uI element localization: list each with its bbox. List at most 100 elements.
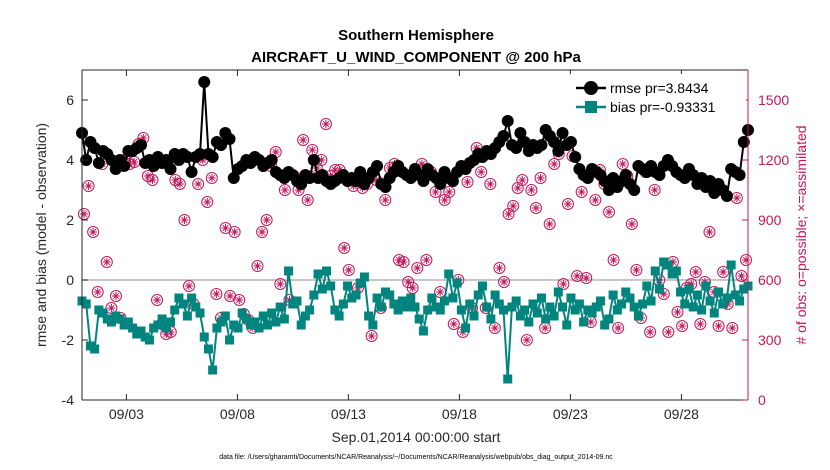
- obs-marker: [694, 318, 707, 330]
- bias-point: [233, 323, 243, 333]
- bias-point: [558, 302, 568, 312]
- obs-marker: [484, 178, 497, 190]
- obs-marker: [210, 288, 223, 300]
- bias-point: [705, 296, 715, 306]
- y-axis-label: rmse and bias (model - observation): [33, 123, 49, 347]
- rmse-point: [379, 181, 392, 193]
- obs-marker: [146, 174, 159, 186]
- obs-possible-circle: [671, 306, 684, 318]
- obs-marker: [228, 226, 241, 238]
- obs-possible-circle: [689, 266, 702, 278]
- obs-assimilated-star: [89, 228, 98, 236]
- obs-possible-circle: [338, 242, 351, 254]
- obs-assimilated-star: [431, 188, 440, 196]
- obs-assimilated-star: [500, 278, 509, 286]
- obs-possible-circle: [87, 226, 100, 238]
- obs-marker: [338, 242, 351, 254]
- obs-assimilated-star: [605, 208, 614, 216]
- y-right-tick-label: 1200: [758, 152, 789, 168]
- plot-area: [82, 70, 748, 400]
- bias-point: [313, 269, 323, 279]
- obs-possible-circle: [543, 218, 556, 230]
- bias-point: [199, 332, 209, 342]
- bias-point: [503, 374, 513, 384]
- obs-marker: [644, 326, 657, 338]
- bias-point: [397, 296, 407, 306]
- rmse-point: [510, 142, 523, 154]
- obs-possible-circle: [603, 206, 616, 218]
- bias-point: [692, 290, 702, 300]
- obs-marker: [648, 184, 661, 196]
- obs-marker: [580, 272, 593, 284]
- rmse-point: [303, 172, 316, 184]
- bias-point: [625, 293, 635, 303]
- obs-assimilated-star: [691, 268, 700, 276]
- obs-possible-circle: [561, 198, 574, 210]
- obs-possible-circle: [210, 288, 223, 300]
- bias-point: [701, 281, 711, 291]
- x-tick-label: 09/03: [109, 406, 144, 422]
- bias-point: [663, 260, 673, 270]
- obs-marker: [178, 214, 191, 226]
- bias-point: [418, 326, 428, 336]
- obs-assimilated-star: [294, 186, 303, 194]
- rmse-point: [434, 178, 447, 190]
- y-right-tick-label: 600: [758, 272, 782, 288]
- obs-marker: [278, 184, 291, 196]
- bias-point: [520, 305, 530, 315]
- obs-assimilated-star: [395, 256, 404, 264]
- bias-point: [351, 290, 361, 300]
- obs-assimilated-star: [344, 266, 353, 274]
- bias-point: [722, 293, 732, 303]
- rmse-point: [215, 139, 228, 151]
- obs-marker: [260, 214, 273, 226]
- obs-assimilated-star: [673, 308, 682, 316]
- y-tick-label: 2: [66, 212, 74, 228]
- bias-point: [735, 296, 745, 306]
- obs-assimilated-star: [413, 264, 422, 272]
- bias-point: [452, 278, 462, 288]
- y-tick-label: 0: [66, 272, 74, 288]
- obs-marker: [256, 226, 269, 238]
- obs-assimilated-star: [321, 120, 330, 128]
- bias-point: [267, 308, 277, 318]
- chart-subtitle: AIRCRAFT_U_WIND_COMPONENT @ 200 hPa: [251, 49, 581, 66]
- obs-assimilated-star: [536, 174, 545, 182]
- obs-marker: [109, 290, 122, 302]
- obs-possible-circle: [301, 194, 314, 206]
- bias-point: [393, 305, 403, 315]
- bias-point: [166, 317, 176, 327]
- obs-possible-circle: [625, 218, 638, 230]
- bias-point: [174, 293, 184, 303]
- obs-marker: [671, 306, 684, 318]
- obs-assimilated-star: [280, 186, 289, 194]
- bias-point: [359, 272, 369, 282]
- obs-marker: [91, 286, 104, 298]
- bias-point: [225, 335, 235, 345]
- bias-point: [528, 299, 538, 309]
- obs-possible-circle: [498, 276, 511, 288]
- obs-assimilated-star: [107, 304, 116, 312]
- obs-possible-circle: [493, 262, 506, 274]
- obs-marker: [100, 256, 113, 268]
- bias-point: [638, 299, 648, 309]
- obs-marker: [575, 186, 588, 198]
- bias-point: [713, 287, 723, 297]
- legend-rmse-marker: [584, 81, 598, 95]
- x-axis-label: Sep.01,2014 00:00:00 start: [332, 429, 501, 445]
- obs-possible-circle: [251, 260, 264, 272]
- bias-point: [334, 311, 344, 321]
- bias-point: [440, 296, 450, 306]
- obs-possible-circle: [694, 318, 707, 330]
- obs-marker: [557, 278, 570, 290]
- bias-point: [389, 299, 399, 309]
- obs-assimilated-star: [162, 330, 171, 338]
- obs-assimilated-star: [262, 216, 271, 224]
- obs-marker: [402, 276, 415, 288]
- x-tick-label: 09/08: [220, 406, 255, 422]
- obs-possible-circle: [557, 278, 570, 290]
- bias-point: [321, 266, 331, 276]
- obs-possible-circle: [676, 320, 689, 332]
- bias-point: [275, 302, 285, 312]
- rmse-point: [501, 115, 514, 127]
